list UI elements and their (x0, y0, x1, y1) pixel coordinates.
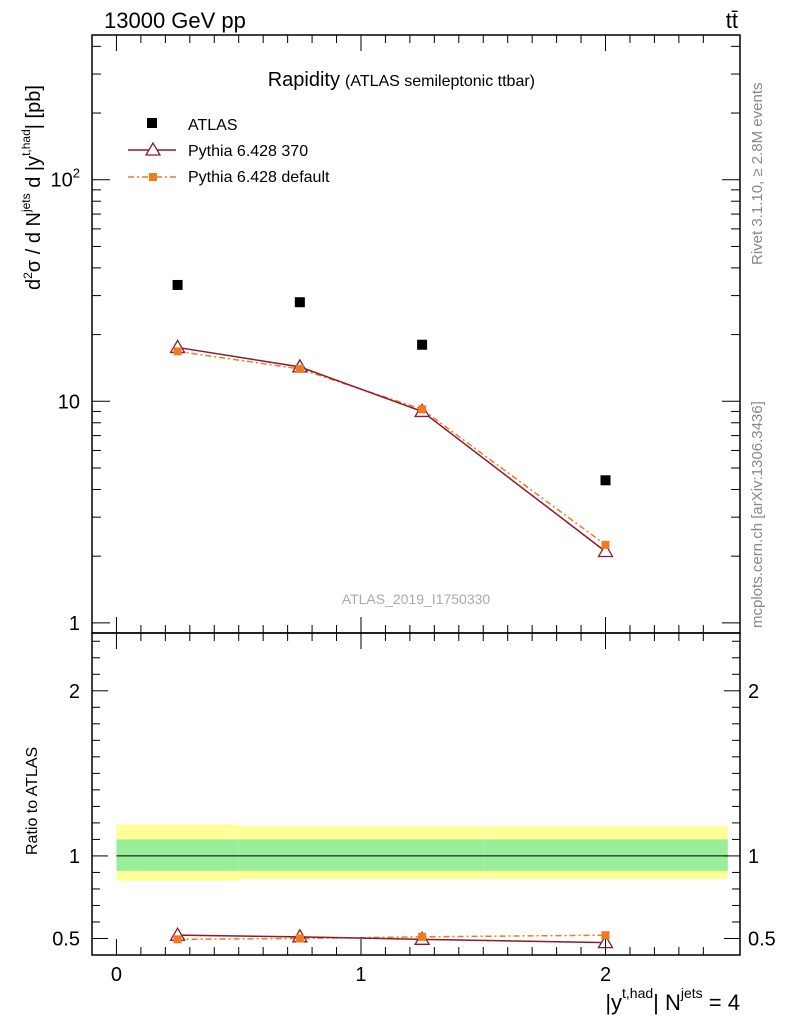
data-point-pythia-default (295, 364, 304, 373)
energy-label: 13000 GeV pp (104, 8, 246, 33)
legend-label-mc2: Pythia 6.428 default (188, 169, 330, 186)
ratio-ytick-label-left: 2 (69, 681, 80, 703)
legend-marker-mc2 (149, 173, 157, 181)
ratio-point-pythia-default (173, 935, 182, 944)
uncertainty-band-inner (238, 839, 361, 871)
ratio-point-pythia-default (418, 932, 427, 941)
series-line-pythia-370 (177, 346, 606, 553)
main-ticks (92, 35, 740, 633)
ratio-plot-area (116, 824, 728, 949)
main-ytick-label: 102 (51, 166, 80, 192)
uncertainty-band-inner (116, 839, 239, 871)
legend-label-atlas: ATLAS (188, 117, 238, 134)
ratio-ytick-label-right: 1 (748, 846, 759, 868)
ratio-point-pythia-default (601, 931, 610, 940)
main-ytick-labels: 1 10 102 (51, 166, 80, 635)
plot-title: Rapidity (268, 69, 340, 91)
ratio-y-axis-label: Ratio to ATLAS (24, 747, 41, 855)
ratio-panel: 0.5 0.5 1 1 2 2 0 1 2 Ratio to ATLAS |yt,had| Nj… (24, 632, 776, 1015)
data-point-atlas (172, 279, 183, 290)
legend: ATLAS Pythia 6.428 370 Pythia 6.428 defa… (128, 117, 330, 186)
main-ytick-label: 10 (58, 391, 80, 413)
data-point-pythia-default (601, 540, 610, 549)
ratio-tick-labels: 0.5 0.5 1 1 2 2 0 1 2 (52, 681, 776, 986)
main-ytick-label: 1 (69, 613, 80, 635)
data-point-pythia-default (418, 405, 427, 414)
x-tick-label: 1 (355, 964, 366, 986)
plot-subtitle: (ATLAS semileptonic ttbar) (345, 73, 535, 90)
data-point-atlas (417, 339, 428, 350)
ratio-line-pythia-370 (177, 934, 606, 944)
ratio-ticks (92, 633, 740, 955)
analysis-label: ATLAS_2019_I1750330 (342, 591, 491, 607)
main-panel: 1 10 102 Rapidity (ATLAS semileptonic ttba… (19, 34, 741, 635)
main-y-axis-label: d2σ / d Njets d |yt,had| [pb] (19, 85, 45, 290)
x-tick-label: 0 (111, 964, 122, 986)
main-plot-area (169, 279, 614, 558)
series-line-pythia-default (177, 350, 606, 546)
uncertainty-band-inner (360, 839, 484, 871)
x-axis-label: |yt,had| Njets = 4 (605, 985, 740, 1015)
ratio-frame (91, 632, 741, 956)
ratio-ytick-label-left: 0.5 (52, 928, 80, 950)
legend-marker-mc1 (144, 141, 162, 156)
data-point-pythia-370 (597, 543, 614, 558)
x-tick-label: 2 (600, 964, 611, 986)
process-label: tt̄ (726, 8, 738, 33)
rivet-label: Rivet 3.1.10, ≥ 2.8M events (749, 83, 766, 266)
data-point-atlas (600, 475, 611, 486)
ratio-ytick-label-left: 1 (69, 846, 80, 868)
data-point-pythia-default (173, 347, 182, 356)
legend-marker-atlas (147, 118, 157, 128)
uncertainty-band-inner (483, 839, 728, 871)
legend-label-mc1: Pythia 6.428 370 (188, 143, 308, 160)
ratio-ytick-label-right: 2 (748, 681, 759, 703)
ratio-ytick-label-right: 0.5 (748, 928, 776, 950)
data-point-atlas (294, 297, 305, 308)
mcplots-label: mcplots.cern.ch [arXiv:1306.3436] (749, 401, 766, 628)
ratio-point-pythia-default (295, 934, 304, 943)
